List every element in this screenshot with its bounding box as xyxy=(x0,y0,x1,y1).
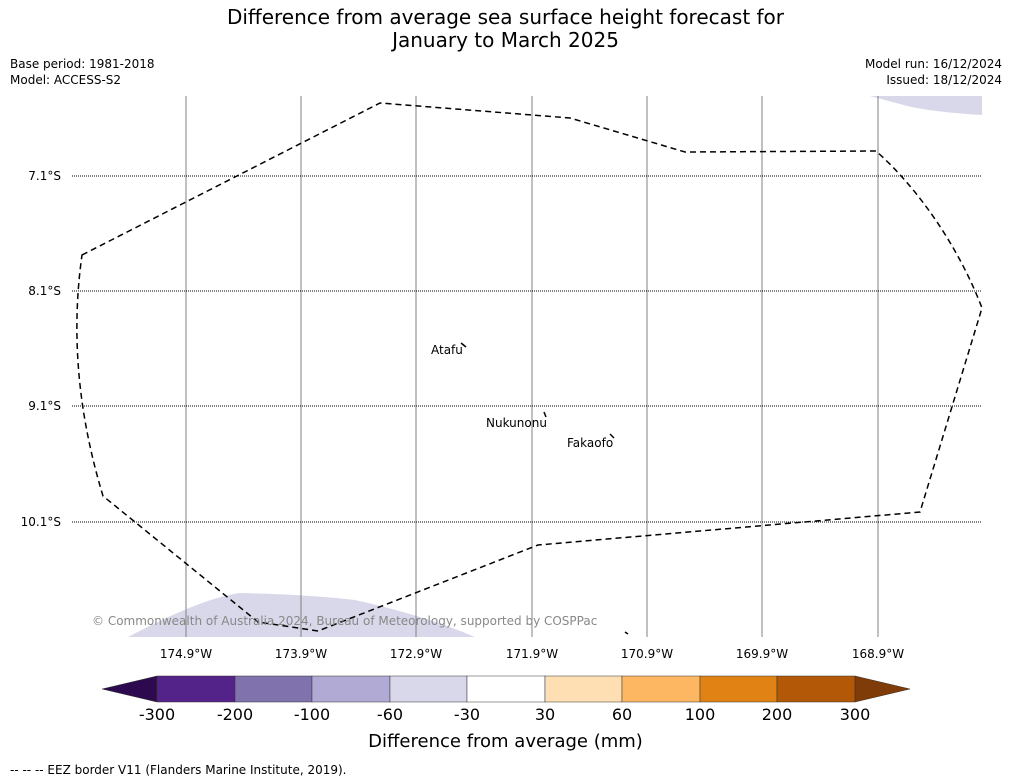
colorbar-seg-10 xyxy=(854,675,911,703)
lon-label-174-9w: 174.9°W xyxy=(159,647,213,661)
meridian-lines xyxy=(185,96,879,637)
fakaofo-island xyxy=(609,433,615,439)
colorbar-seg-5 xyxy=(466,675,546,703)
colorbar-tick: -300 xyxy=(138,705,176,724)
colorbar-seg-6 xyxy=(544,675,623,703)
chart-title-line1: Difference from average sea surface heig… xyxy=(226,5,785,29)
model-run: Model run: 16/12/2024 xyxy=(864,57,1002,71)
lon-label-171-9w: 171.9°W xyxy=(505,647,559,661)
copyright-notice: © Commonwealth of Australia 2024, Bureau… xyxy=(92,614,598,628)
colorbar-tick: 30 xyxy=(534,705,556,724)
base-period: Base period: 1981-2018 xyxy=(10,57,155,71)
colorbar-seg-9 xyxy=(776,675,856,703)
lat-label-10-1s: 10.1°S xyxy=(20,515,61,529)
colorbar-seg-0 xyxy=(101,675,158,703)
eez-legend-note: -- -- -- EEZ border V11 (Flanders Marine… xyxy=(10,763,347,777)
lon-label-170-9w: 170.9°W xyxy=(620,647,674,661)
place-label-atafu: Atafu xyxy=(431,343,463,357)
colorbar-seg-3 xyxy=(311,675,391,703)
nukunonu-island xyxy=(543,411,547,418)
lat-label-7-1s: 7.1°S xyxy=(28,169,61,183)
colorbar-tick: 200 xyxy=(761,705,793,724)
colorbar-tick: 300 xyxy=(839,705,871,724)
swains-island xyxy=(624,631,629,635)
colorbar-seg-7 xyxy=(621,675,701,703)
place-label-fakaofo: Fakaofo xyxy=(567,436,614,450)
lon-label-172-9w: 172.9°W xyxy=(389,647,443,661)
colorbar xyxy=(101,675,911,703)
colorbar-tick: -60 xyxy=(376,705,404,724)
lon-label-169-9w: 169.9°W xyxy=(735,647,789,661)
lat-label-9-1s: 9.1°S xyxy=(28,399,61,413)
colorbar-tick: -200 xyxy=(216,705,254,724)
colorbar-tick: -100 xyxy=(293,705,331,724)
atafu-island xyxy=(460,342,467,348)
eez-border xyxy=(76,102,983,632)
lon-label-168-9w: 168.9°W xyxy=(851,647,905,661)
parallel-lines xyxy=(72,175,982,523)
lat-label-8-1s: 8.1°S xyxy=(28,284,61,298)
place-label-nukunonu: Nukunonu xyxy=(486,416,547,430)
colorbar-seg-4 xyxy=(389,675,468,703)
colorbar-seg-1 xyxy=(156,675,236,703)
lon-label-173-9w: 173.9°W xyxy=(274,647,328,661)
model-name: Model: ACCESS-S2 xyxy=(10,73,122,87)
shading-top-right xyxy=(870,96,982,115)
colorbar-label: Difference from average (mm) xyxy=(368,731,643,752)
colorbar-seg-8 xyxy=(699,675,778,703)
colorbar-seg-2 xyxy=(234,675,313,703)
chart-title-line2: January to March 2025 xyxy=(392,28,619,52)
issued-date: Issued: 18/12/2024 xyxy=(886,73,1002,87)
colorbar-tick: 60 xyxy=(611,705,633,724)
colorbar-tick: 100 xyxy=(684,705,716,724)
colorbar-tick: -30 xyxy=(453,705,481,724)
